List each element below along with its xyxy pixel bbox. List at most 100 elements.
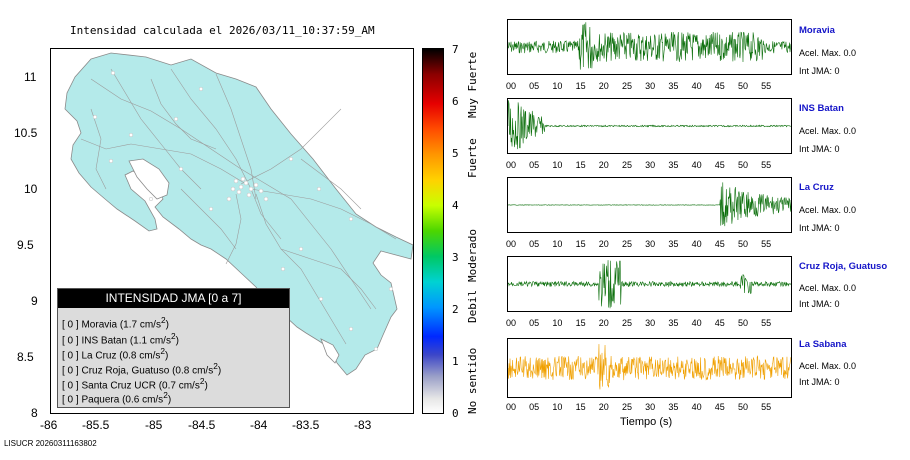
lat-tick: 9.5	[17, 238, 34, 252]
time-tick: 20	[598, 81, 609, 91]
time-tick: 50	[737, 239, 749, 249]
station-accel: Acel. Max. 0.0	[799, 48, 857, 58]
station-name: La Cruz	[799, 182, 834, 193]
legend-station-row: [ 0 ] Moravia (1.7 cm/s2)	[62, 315, 169, 331]
station-accel: Acel. Max. 0.0	[799, 283, 857, 293]
time-tick: 45	[714, 239, 725, 249]
time-tick: 30	[645, 402, 656, 412]
colorbar-number: 4	[452, 199, 459, 212]
footer-id: LISUCR 20260311163802	[4, 439, 97, 448]
time-tick: 10	[552, 81, 563, 91]
intensity-colorbar	[422, 48, 444, 414]
station-int: Int JMA: 0	[799, 223, 840, 233]
time-tick: 10	[552, 239, 563, 249]
colorbar-number: 0	[452, 407, 459, 420]
time-tick: 20	[598, 239, 609, 249]
time-tick: 55	[761, 402, 772, 412]
time-tick: 15	[575, 318, 586, 328]
time-tick: 40	[691, 402, 702, 412]
time-tick: 25	[621, 239, 633, 249]
lon-tick: -84.5	[188, 418, 216, 432]
colorbar-number: 1	[452, 355, 459, 368]
time-tick: 10	[552, 402, 563, 412]
time-tick: 50	[737, 160, 749, 170]
map-title: Intensidad calculada el 2026/03/11_10:37…	[70, 24, 375, 37]
waveform-line	[508, 260, 791, 309]
station-points	[92, 70, 394, 352]
time-tick: 30	[645, 160, 656, 170]
colorbar-word: No sentido	[466, 347, 479, 414]
time-tick: 15	[575, 402, 586, 412]
colorbar-word: Moderado	[466, 229, 479, 282]
time-tick: 50	[737, 402, 749, 412]
time-tick: 10	[552, 318, 563, 328]
time-tick: 05	[529, 81, 540, 91]
time-tick: 35	[668, 318, 679, 328]
time-tick: 55	[761, 160, 772, 170]
intensity-legend: INTENSIDAD JMA [0 a 7] [ 0 ] Moravia (1.…	[57, 288, 290, 408]
legend-title: INTENSIDAD JMA [0 a 7]	[58, 289, 289, 308]
time-tick: 30	[645, 318, 656, 328]
time-tick: 35	[668, 239, 679, 249]
time-tick: 05	[529, 239, 540, 249]
time-tick: 25	[621, 81, 633, 91]
station-int: Int JMA: 0	[799, 377, 840, 387]
road-network	[80, 68, 397, 345]
time-tick: 15	[575, 160, 586, 170]
waveform-line	[508, 22, 791, 70]
time-tick: 35	[668, 160, 679, 170]
trace-panel-la-cruz	[507, 177, 792, 233]
time-tick: 35	[668, 402, 679, 412]
station-name: Moravia	[799, 25, 835, 36]
trace-panel-la-sabana	[507, 338, 792, 398]
time-tick: 20	[598, 402, 609, 412]
legend-station-row: [ 0 ] La Cruz (0.8 cm/s2)	[62, 346, 169, 362]
time-tick: 25	[621, 160, 633, 170]
trace-panel-cruz-roja-guatuso	[507, 256, 792, 312]
lat-tick: 11	[24, 70, 37, 84]
time-tick: 45	[714, 318, 725, 328]
legend-station-row: [ 0 ] Paquera (0.6 cm/s2)	[62, 390, 172, 406]
time-tick: 25	[621, 402, 633, 412]
costa-rica-map	[50, 48, 414, 414]
lat-tick: 9	[31, 294, 38, 308]
waveform	[508, 22, 791, 70]
time-tick: 00	[505, 160, 517, 170]
time-tick: 05	[529, 318, 540, 328]
waveform-line	[508, 182, 791, 227]
time-tick: 45	[714, 402, 725, 412]
station-int: Int JMA: 0	[799, 144, 840, 154]
time-tick: 55	[761, 239, 772, 249]
time-tick: 05	[529, 160, 540, 170]
time-tick: 10	[552, 160, 563, 170]
time-tick: 45	[714, 81, 725, 91]
time-tick: 00	[505, 318, 517, 328]
time-tick: 50	[737, 81, 749, 91]
map-svg	[64, 52, 413, 376]
station-name: Cruz Roja, Guatuso	[799, 261, 888, 272]
time-tick: 25	[621, 318, 633, 328]
station-accel: Acel. Max. 0.0	[799, 205, 857, 215]
lon-tick: -84	[250, 418, 268, 432]
colorbar-number: 6	[452, 95, 459, 108]
lat-tick: 8	[31, 406, 38, 420]
time-tick: 15	[575, 239, 586, 249]
colorbar-word: Fuerte	[466, 138, 479, 178]
colorbar-number: 5	[452, 147, 459, 160]
time-tick: 55	[761, 318, 772, 328]
lon-tick: -83.5	[292, 418, 320, 432]
time-tick: 05	[529, 402, 540, 412]
time-tick: 20	[598, 160, 609, 170]
time-tick: 00	[505, 239, 517, 249]
station-name: INS Batan	[799, 103, 844, 114]
colorbar-number: 3	[452, 251, 459, 264]
time-tick: 55	[761, 81, 772, 91]
time-tick: 30	[645, 81, 656, 91]
time-tick: 40	[691, 239, 702, 249]
time-tick: 45	[714, 160, 725, 170]
time-tick: 00	[505, 81, 517, 91]
time-tick: 30	[645, 239, 656, 249]
time-axis-label: Tiempo (s)	[620, 416, 673, 428]
station-name: La Sabana	[799, 339, 847, 350]
station-accel: Acel. Max. 0.0	[799, 126, 857, 136]
